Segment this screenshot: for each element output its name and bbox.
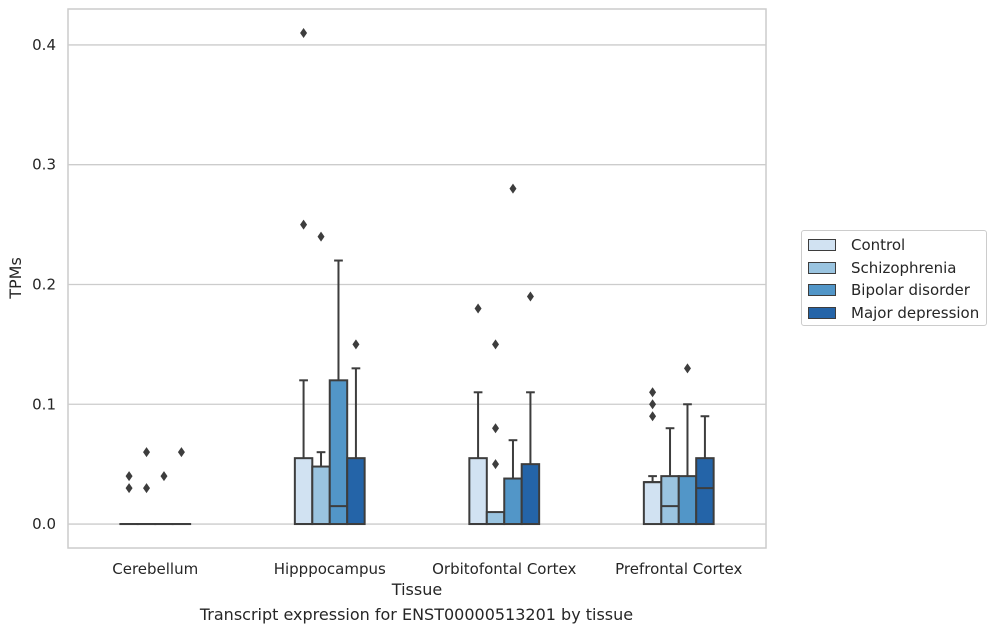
x-tick-label: Orbitofontal Cortex: [432, 560, 576, 578]
legend-swatch-major-depression: [808, 307, 836, 319]
legend-item-schizophrenia: Schizophrenia: [808, 258, 956, 278]
box-iqr: [485, 511, 506, 526]
box-iqr: [695, 457, 715, 526]
x-tick-label: Cerebellum: [112, 560, 198, 578]
y-tick-label: 0.0: [32, 515, 56, 533]
box-schizophrenia-cerebellum: [136, 447, 157, 526]
outlier-point: [492, 339, 500, 350]
box-iqr: [642, 481, 663, 526]
y-axis-label: TPMs: [6, 257, 25, 300]
outlier-point: [300, 27, 308, 38]
outlier-point: [143, 447, 151, 458]
box-control-orbitofontal-cortex: [468, 303, 488, 526]
box-major-depression-cerebellum: [171, 447, 192, 526]
box-iqr: [311, 465, 331, 526]
legend-item-control: Control: [808, 235, 905, 255]
legend: Control Schizophrenia Bipolar disorder M…: [801, 230, 987, 326]
outlier-point: [649, 387, 657, 398]
box-iqr: [468, 457, 488, 526]
legend-label-control: Control: [851, 236, 906, 254]
outlier-point: [160, 471, 168, 482]
box-control-cerebellum: [119, 471, 139, 526]
box-major-depression-orbitofontal-cortex: [520, 291, 541, 526]
outlier-point: [683, 363, 691, 374]
legend-item-major-depression: Major depression: [808, 303, 979, 323]
outlier-point: [352, 339, 360, 350]
outlier-point: [649, 411, 657, 422]
outlier-point: [317, 231, 325, 242]
outlier-point: [125, 483, 133, 494]
outlier-point: [143, 483, 151, 494]
box-schizophrenia-orbitofontal-cortex: [485, 339, 506, 526]
legend-item-bipolar-disorder: Bipolar disorder: [808, 280, 970, 300]
box-iqr: [677, 475, 698, 526]
box-iqr: [520, 463, 541, 526]
box-iqr: [660, 475, 680, 526]
outlier-point: [492, 459, 500, 470]
chart-caption: Transcript expression for ENST0000051320…: [199, 605, 634, 624]
box-major-depression-prefrontal-cortex: [695, 415, 715, 526]
legend-swatch-control: [808, 239, 836, 251]
legend-swatch-bipolar-disorder: [808, 284, 836, 296]
outlier-point: [300, 219, 308, 230]
boxes: [119, 27, 715, 526]
box-control-prefrontal-cortex: [642, 387, 663, 526]
box-iqr: [293, 457, 314, 526]
y-tick-label: 0.3: [32, 156, 56, 174]
y-tick-label: 0.2: [32, 275, 56, 293]
y-axis-ticks: 0.0 0.1 0.2 0.3 0.4: [32, 36, 56, 533]
outlier-point: [526, 291, 534, 302]
y-tick-label: 0.4: [32, 36, 56, 54]
x-tick-label: Hipppocampus: [274, 560, 386, 578]
x-axis-label: Tissue: [391, 580, 442, 599]
x-tick-label: Prefrontal Cortex: [615, 560, 742, 578]
outlier-point: [492, 423, 500, 434]
legend-label-bipolar-disorder: Bipolar disorder: [851, 281, 970, 299]
legend-label-schizophrenia: Schizophrenia: [851, 259, 957, 277]
box-bipolar-disorder-orbitofontal-cortex: [503, 183, 523, 526]
box-bipolar-disorder-prefrontal-cortex: [677, 363, 698, 526]
plot-frame: [67, 8, 767, 549]
outlier-point: [649, 399, 657, 410]
box-control-hipppocampus: [293, 27, 314, 526]
box-schizophrenia-prefrontal-cortex: [660, 427, 680, 526]
box-iqr: [503, 477, 523, 526]
box-schizophrenia-hipppocampus: [311, 231, 331, 526]
box-bipolar-disorder-hipppocampus: [328, 259, 349, 526]
outlier-point: [177, 447, 185, 458]
y-tick-label: 0.1: [32, 395, 56, 413]
gridlines: [68, 44, 766, 525]
outlier-point: [509, 183, 517, 194]
legend-swatch-schizophrenia: [808, 262, 836, 274]
legend-label-major-depression: Major depression: [851, 304, 980, 322]
outlier-point: [125, 471, 133, 482]
box-iqr: [346, 457, 366, 526]
box-major-depression-hipppocampus: [346, 339, 366, 526]
box-iqr: [328, 379, 349, 526]
x-axis-ticks: Cerebellum Hipppocampus Orbitofontal Corte…: [112, 560, 742, 578]
outlier-point: [474, 303, 482, 314]
box-bipolar-disorder-cerebellum: [154, 471, 174, 526]
